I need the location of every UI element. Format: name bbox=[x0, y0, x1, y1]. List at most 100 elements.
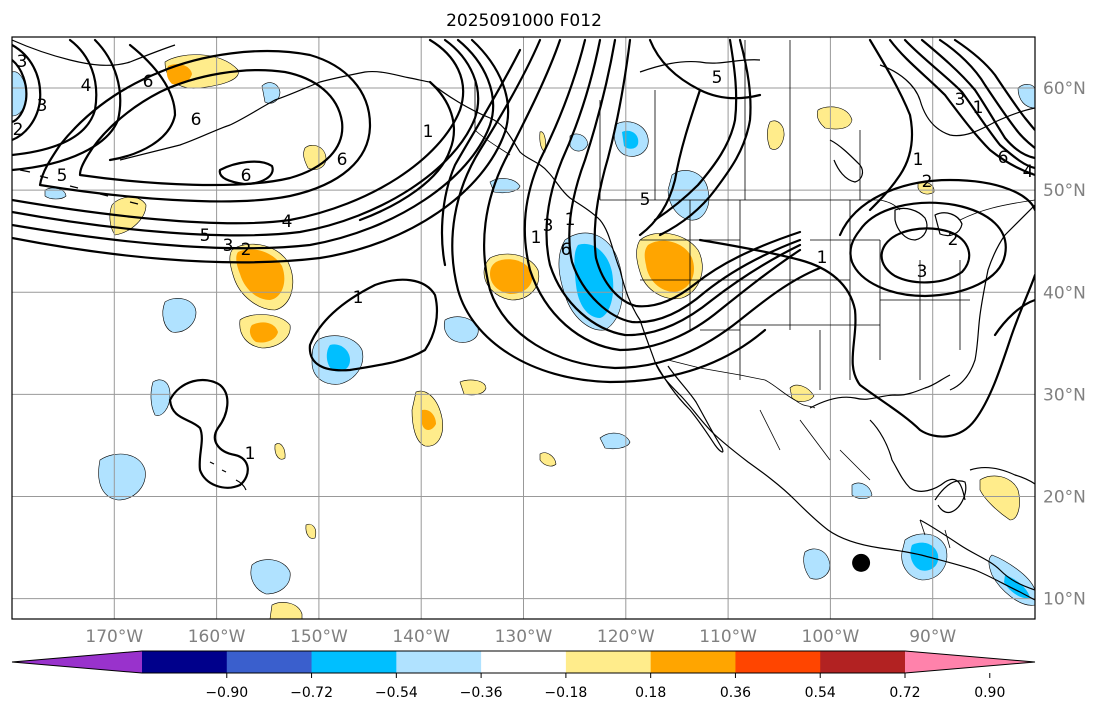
contour-label: 6 bbox=[561, 240, 572, 260]
border-line bbox=[759, 409, 951, 549]
contour-line bbox=[440, 48, 522, 267]
contour-label: 3 bbox=[917, 262, 928, 282]
graticule bbox=[12, 37, 1035, 619]
contour-line bbox=[545, 38, 802, 337]
longitude-labels: 170°W 160°W 150°W 140°W 130°W 120°W 110°W 100°W… bbox=[85, 627, 956, 647]
contour-line bbox=[593, 38, 802, 308]
colorbar-label: −0.90 bbox=[205, 685, 248, 701]
map-content: 3 4 5 6 6 1 6 5 3 2 4 1 1 2 6 3 1 6 5 1 bbox=[12, 37, 1035, 619]
contour-label: 3 bbox=[543, 216, 554, 236]
contour-label: 1 bbox=[565, 210, 576, 230]
contour-line bbox=[12, 43, 42, 142]
contour-line bbox=[653, 38, 738, 222]
latitude-labels: 60°N 50°N 40°N 30°N 20°N 10°N bbox=[1043, 79, 1086, 610]
negative-anomaly-region bbox=[150, 379, 171, 416]
longitude-label: 130°W bbox=[495, 627, 553, 647]
border-line bbox=[599, 40, 861, 200]
colorbar-label: 0.54 bbox=[805, 685, 836, 701]
negative-anomaly-region bbox=[250, 559, 291, 595]
colorbar: −0.90 −0.72 −0.54 −0.36 −0.18 0.18 0.36 0.54 0.7… bbox=[11, 650, 1036, 701]
contour-line bbox=[868, 38, 914, 212]
positive-anomaly-core bbox=[490, 259, 533, 294]
positive-anomaly-region bbox=[269, 602, 303, 619]
colorbar-segment bbox=[820, 651, 906, 673]
colorbar-label: −0.54 bbox=[375, 685, 418, 701]
negative-anomaly-region bbox=[803, 548, 831, 580]
border-line bbox=[667, 359, 816, 409]
contour-line bbox=[658, 38, 752, 237]
contour-line bbox=[568, 38, 802, 324]
contour-label: 3 bbox=[223, 236, 234, 256]
coastline bbox=[934, 212, 963, 237]
contour-line bbox=[38, 49, 372, 203]
positive-anomaly-region bbox=[459, 379, 487, 396]
contour-line bbox=[218, 160, 274, 186]
contour-label: 5 bbox=[712, 68, 723, 88]
colorbar-segment bbox=[650, 651, 736, 673]
negative-anomaly-region bbox=[851, 482, 873, 500]
coastline bbox=[809, 374, 966, 501]
contour-label: 6 bbox=[143, 72, 154, 92]
latitude-label: 30°N bbox=[1043, 385, 1086, 405]
coastline bbox=[119, 70, 431, 161]
contour-label: 1 bbox=[245, 444, 256, 464]
coastline bbox=[894, 207, 928, 241]
contour-line bbox=[888, 38, 1035, 177]
colorbar-label: 0.36 bbox=[720, 685, 751, 701]
contour-label: 2 bbox=[241, 240, 252, 260]
contour-label: 1 bbox=[817, 248, 828, 268]
coastline bbox=[639, 59, 1035, 137]
colorbar-label: −0.36 bbox=[460, 685, 503, 701]
colorbar-segment bbox=[481, 651, 567, 673]
colorbar-segment bbox=[226, 651, 313, 673]
contour-line bbox=[880, 227, 971, 284]
political-borders bbox=[474, 40, 1035, 549]
colorbar-outline bbox=[11, 650, 1036, 674]
colorbar-segment bbox=[142, 651, 228, 673]
positive-anomaly-core bbox=[166, 64, 192, 85]
contour-line bbox=[108, 43, 177, 162]
positive-anomaly-region bbox=[816, 106, 853, 130]
colorbar-extend-max bbox=[905, 651, 1035, 673]
contour-line bbox=[12, 38, 495, 250]
contour-label: 4 bbox=[1023, 162, 1034, 182]
coastlines bbox=[12, 39, 1035, 601]
longitude-label: 110°W bbox=[699, 627, 757, 647]
positive-anomaly-region bbox=[274, 443, 286, 460]
contour-line bbox=[938, 38, 1035, 150]
map-frame bbox=[11, 36, 1036, 620]
colorbar-extend-min bbox=[12, 651, 142, 673]
contour-label: 4 bbox=[81, 76, 92, 96]
positive-anomaly-region bbox=[979, 475, 1020, 521]
coastline bbox=[934, 480, 967, 514]
contour-label: 6 bbox=[998, 148, 1009, 168]
contour-line bbox=[12, 38, 122, 172]
colorbar-label: 0.90 bbox=[974, 685, 1005, 701]
contour-label: 3 bbox=[37, 96, 48, 116]
positive-anomaly-core bbox=[249, 322, 278, 343]
colorbar-segment bbox=[565, 651, 652, 673]
contour-labels: 3 4 5 6 6 1 6 5 3 2 4 1 1 2 6 3 1 6 5 1 bbox=[13, 52, 1034, 464]
map-panel: 3 4 5 6 6 1 6 5 3 2 4 1 1 2 6 3 1 6 5 1 bbox=[11, 36, 1036, 620]
contour-line bbox=[483, 38, 822, 370]
longitude-label: 100°W bbox=[802, 627, 860, 647]
contour-line bbox=[12, 38, 98, 157]
border-line bbox=[640, 200, 970, 390]
negative-anomaly-region bbox=[162, 298, 197, 333]
contour-line bbox=[523, 38, 802, 352]
contour-line bbox=[168, 378, 249, 489]
contour-label: 5 bbox=[200, 226, 211, 246]
contour-label: 2 bbox=[948, 230, 959, 250]
contour-line bbox=[12, 38, 510, 264]
negative-anomaly-core bbox=[1004, 575, 1030, 599]
negative-anomaly-region bbox=[1017, 84, 1035, 109]
negative-anomaly-core bbox=[326, 344, 350, 372]
contour-label: 1 bbox=[973, 98, 984, 118]
latitude-label: 10°N bbox=[1043, 590, 1086, 610]
coastline bbox=[12, 39, 176, 66]
contour-label: 5 bbox=[57, 166, 68, 186]
coastline bbox=[919, 519, 1035, 591]
contour-line bbox=[308, 278, 439, 372]
colorbar-label: −0.18 bbox=[544, 685, 587, 701]
